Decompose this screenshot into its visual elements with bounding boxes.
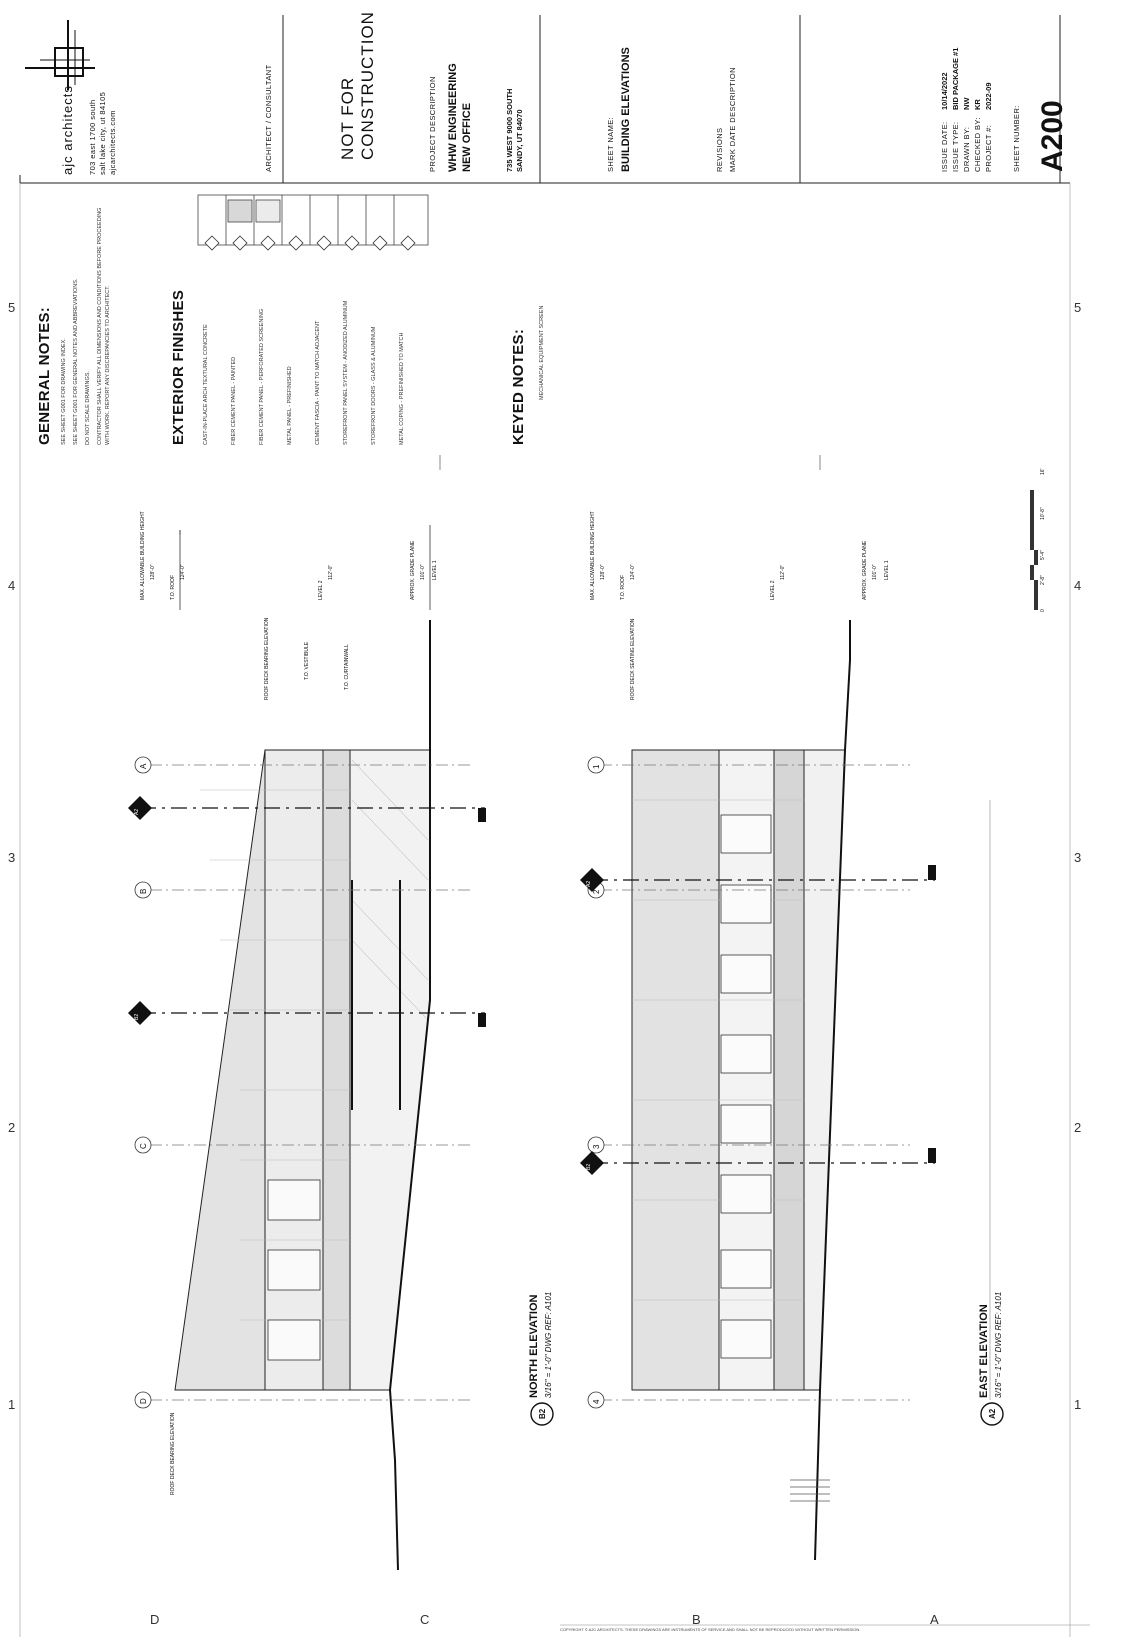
title-block: ajc architects 703 east 1700 south salt … <box>0 0 1127 185</box>
view-tag-bubbles <box>530 1402 1004 1426</box>
sheet-col-1-top: 1 <box>8 1397 16 1412</box>
north-elevation-drawing <box>128 620 486 1571</box>
sheet-row-d: D <box>150 1612 160 1627</box>
north-view-tag: B2 <box>538 1408 547 1419</box>
graphic-scale-bar <box>1030 490 1038 610</box>
scale-label-1: 2'-8" <box>1040 575 1046 585</box>
north-note-curtainwall: T.O. CURTAINWALL <box>344 644 350 690</box>
east-view-tag: A2 <box>988 1408 997 1419</box>
sheet-col-2-top: 2 <box>8 1120 16 1135</box>
east-level-2: LEVEL 2 <box>770 580 776 600</box>
scale-label-2: 5'-4" <box>1040 550 1046 560</box>
sheet-col-4-top: 4 <box>8 578 16 593</box>
east-level-maxheight-elev: 128'-0" <box>600 564 606 580</box>
east-grid-2: 2 <box>592 889 601 894</box>
north-level-1: LEVEL 1 <box>432 560 438 580</box>
ajc-logo-icon <box>25 20 95 90</box>
north-grid-a: A <box>139 763 148 769</box>
north-level-maxheight-elev: 128'-0" <box>150 564 156 580</box>
north-level-maxheight: MAX. ALLOWABLE BUILDING HEIGHT <box>140 511 146 600</box>
east-level-2-elev: 112'-0" <box>780 564 786 580</box>
sheet-row-b: B <box>692 1612 701 1627</box>
north-level-markers <box>179 525 431 610</box>
scale-label-0: 0 <box>1040 609 1046 612</box>
sheet-col-4-bottom: 4 <box>1074 578 1082 593</box>
north-level-2-elev: 112'-0" <box>328 564 334 580</box>
north-level-2: LEVEL 2 <box>318 580 324 600</box>
scale-label-4: 16' <box>1040 468 1046 475</box>
north-level-roof-elev: 124'-0" <box>180 564 186 580</box>
north-grid-b: B <box>139 888 148 894</box>
east-view-title: EAST ELEVATION <box>978 1304 990 1398</box>
north-view-title: NORTH ELEVATION <box>528 1294 540 1398</box>
finish-tags <box>204 235 416 251</box>
east-grid-1: 1 <box>592 764 601 769</box>
sheet-col-1-bottom: 1 <box>1074 1397 1082 1412</box>
scale-label-3: 10'-8" <box>1040 507 1046 520</box>
section-tag-1: A2 <box>134 808 140 815</box>
east-level-1: LEVEL 1 <box>884 560 890 580</box>
north-level-grade: APPROX. GRADE PLANE <box>410 540 416 600</box>
north-note-vestibule: T.O. VESTIBULE <box>304 641 310 680</box>
section-tag-4: B2 <box>586 1163 592 1170</box>
section-tag-3: A2 <box>586 880 592 887</box>
section-tag-2: B2 <box>134 1013 140 1020</box>
north-level-grade-elev: 101'-0" <box>420 564 426 580</box>
sheet-col-2-bottom: 2 <box>1074 1120 1082 1135</box>
sheet-row-c: C <box>420 1612 430 1627</box>
sheet-col-5-bottom: 5 <box>1074 300 1082 315</box>
north-left-note: ROOF DECK BEARING ELEVATION <box>170 1412 176 1495</box>
north-level-roof: T.O. ROOF <box>170 575 176 600</box>
east-grid-4: 4 <box>592 1399 601 1404</box>
footer-copyright: COPYRIGHT © AJC ARCHITECTS. THESE DRAWIN… <box>560 1627 861 1632</box>
east-note-roofdeck: ROOF DECK SEATING ELEVATION <box>630 618 636 700</box>
north-note-roofdeck: ROOF DECK BEARING ELEVATION <box>264 617 270 700</box>
sheet-col-3-top: 3 <box>8 850 16 865</box>
east-level-grade-elev: 101'-0" <box>872 564 878 580</box>
sheet-col-5-top: 5 <box>8 300 16 315</box>
east-view-scale: 3/16" = 1'-0" DWG REF: A101 <box>994 1291 1003 1398</box>
east-elevation-drawing <box>580 620 991 1561</box>
east-level-roof: T.O. ROOF <box>620 575 626 600</box>
east-grid-3: 3 <box>592 1144 601 1149</box>
east-level-grade: APPROX. GRADE PLANE <box>862 540 868 600</box>
finishes-table <box>197 194 429 246</box>
north-grid-d: D <box>139 1398 148 1404</box>
sheet-col-3-bottom: 3 <box>1074 850 1082 865</box>
east-level-maxheight: MAX. ALLOWABLE BUILDING HEIGHT <box>590 511 596 600</box>
north-grid-c: C <box>139 1143 148 1149</box>
north-view-scale: 3/16" = 1'-0" DWG REF: A101 <box>544 1291 553 1398</box>
sheet-row-a: A <box>930 1612 939 1627</box>
title-block-frame <box>19 15 1070 184</box>
east-level-roof-elev: 124'-0" <box>630 564 636 580</box>
